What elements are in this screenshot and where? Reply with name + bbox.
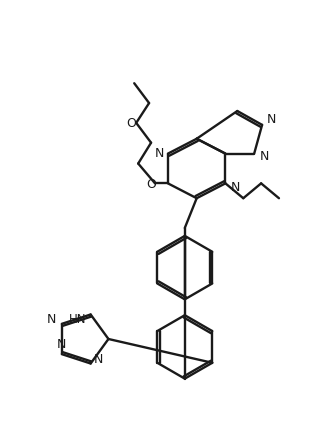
Text: N: N bbox=[260, 150, 269, 163]
Text: O: O bbox=[146, 178, 156, 191]
Text: N: N bbox=[154, 147, 164, 160]
Text: N: N bbox=[57, 338, 67, 351]
Text: N: N bbox=[47, 314, 57, 327]
Text: N: N bbox=[231, 181, 240, 194]
Text: O: O bbox=[126, 117, 136, 130]
Text: HN: HN bbox=[69, 313, 86, 326]
Text: N: N bbox=[266, 113, 276, 126]
Text: N: N bbox=[94, 353, 103, 366]
